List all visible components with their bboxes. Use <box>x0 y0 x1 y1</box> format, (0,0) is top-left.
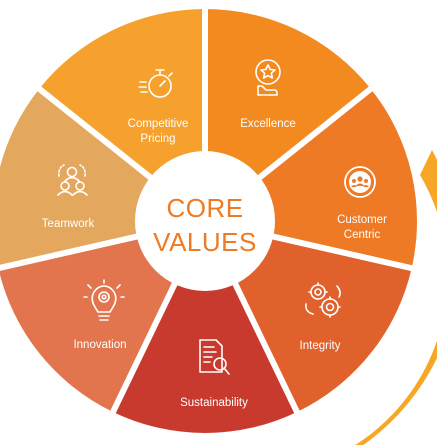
segment-separator <box>35 85 156 183</box>
stopwatch-icon <box>138 69 173 98</box>
label-customer-centric-line1: Customer <box>337 214 387 226</box>
label-integrity: Integrity <box>300 340 341 352</box>
lightbulb-gear-icon <box>83 279 125 321</box>
document-magnifier-icon <box>199 339 230 375</box>
label-competitive-pricing-line1: Competitive <box>128 118 189 130</box>
label-teamwork: Teamwork <box>42 218 95 230</box>
customer-group-icon <box>344 166 376 198</box>
segment-separator <box>109 279 180 416</box>
segment-competitive-pricing <box>39 9 205 180</box>
gears-icon <box>305 282 341 318</box>
segment-separator <box>0 232 142 271</box>
center-title-line2: VALUES <box>153 227 257 257</box>
label-excellence: Excellence <box>240 118 296 130</box>
segment-separator <box>268 232 415 272</box>
label-innovation: Innovation <box>73 339 126 351</box>
segment-separator <box>230 279 301 416</box>
award-badge-icon <box>255 59 281 96</box>
label-competitive-pricing-line2: Pricing <box>140 133 175 145</box>
label-customer-centric-line2: Centric <box>344 229 381 241</box>
segment-excellence <box>205 9 371 180</box>
segment-customer-centric <box>256 88 417 269</box>
separators-group <box>0 7 415 416</box>
center-title-line1: CORE <box>166 193 243 223</box>
center-circle <box>135 151 275 291</box>
team-people-icon <box>57 164 88 196</box>
label-sustainability: Sustainability <box>180 397 248 409</box>
segment-separator <box>254 85 375 183</box>
